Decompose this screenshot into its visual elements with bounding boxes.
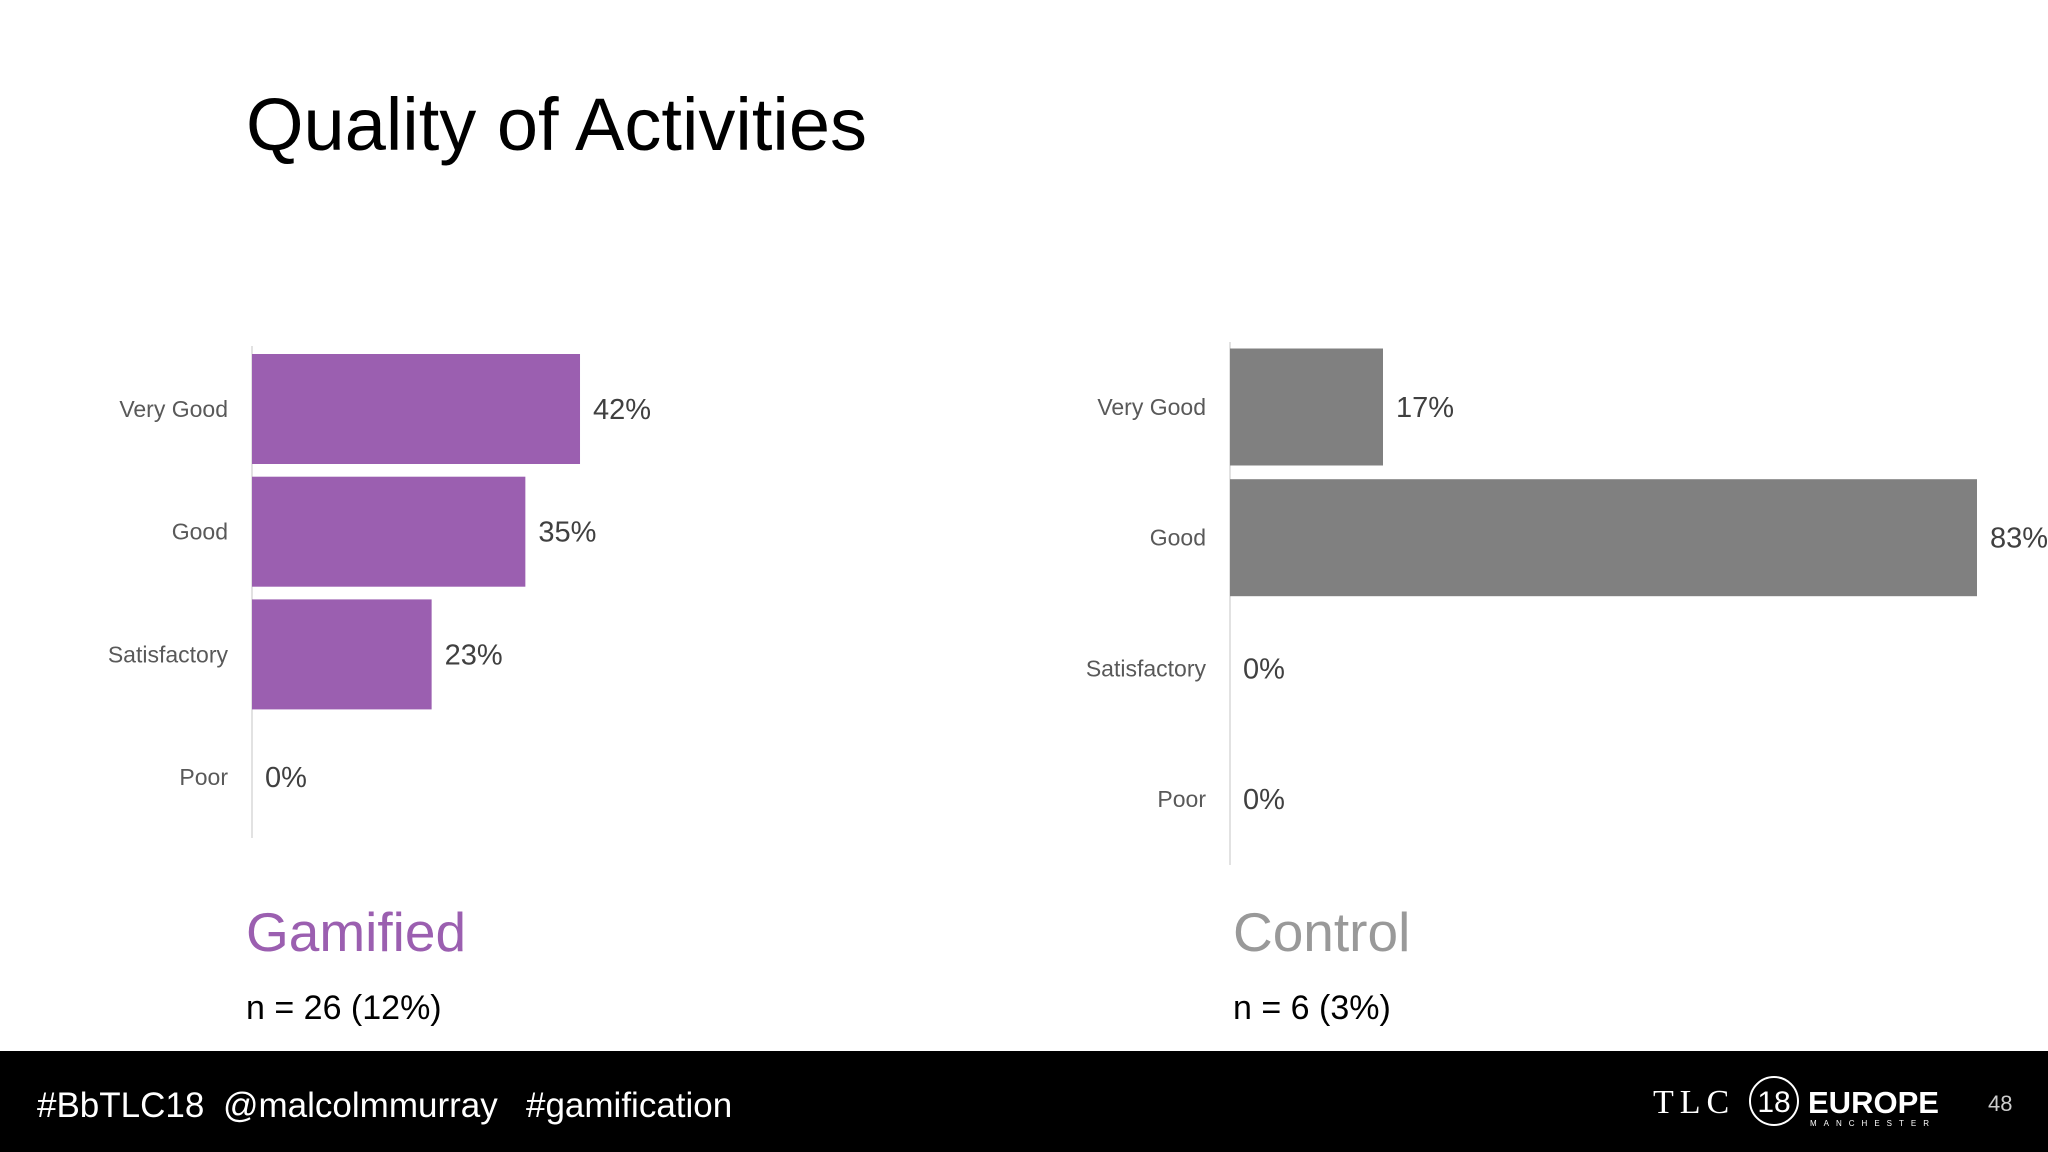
category-label: Good <box>172 519 228 545</box>
logo-city: MANCHESTER <box>1810 1119 1936 1128</box>
bar <box>252 599 432 710</box>
chart-title: Gamified <box>246 901 466 963</box>
slide-title: Quality of Activities <box>246 83 867 166</box>
logo-edition: 18 <box>1757 1086 1790 1119</box>
category-label: Very Good <box>119 396 228 422</box>
logo-region: EUROPE <box>1808 1085 1939 1120</box>
bar <box>252 476 526 587</box>
chart-subtitle: n = 26 (12%) <box>246 989 442 1027</box>
page-number: 48 <box>1988 1091 2012 1116</box>
bar <box>1230 348 1383 466</box>
bar <box>252 354 581 464</box>
footer-bar <box>0 1051 2048 1152</box>
category-label: Very Good <box>1097 394 1206 420</box>
logo-brand: TLC <box>1653 1084 1735 1121</box>
value-label: 17% <box>1396 392 1454 424</box>
footer-tag: #gamification <box>526 1086 732 1125</box>
value-label: 42% <box>593 394 651 426</box>
category-label: Poor <box>1157 786 1206 812</box>
footer-tag: #BbTLC18 <box>37 1086 204 1125</box>
chart-title: Control <box>1233 901 1410 963</box>
category-label: Poor <box>179 764 228 790</box>
value-label: 35% <box>538 517 596 549</box>
value-label: 0% <box>1243 653 1285 685</box>
category-label: Good <box>1150 525 1206 551</box>
bar <box>1230 479 1977 597</box>
footer-tag: @malcolmmurray <box>223 1086 498 1125</box>
chart-subtitle: n = 6 (3%) <box>1233 989 1391 1027</box>
logo: TLC 18 EUROPE MANCHESTER <box>1653 1076 1939 1128</box>
value-label: 0% <box>265 762 307 794</box>
value-label: 0% <box>1243 784 1285 816</box>
category-label: Satisfactory <box>108 641 229 667</box>
category-label: Satisfactory <box>1086 655 1207 681</box>
logo-circle <box>1749 1076 1799 1126</box>
value-label: 83% <box>1990 523 2048 555</box>
value-label: 23% <box>445 639 503 671</box>
